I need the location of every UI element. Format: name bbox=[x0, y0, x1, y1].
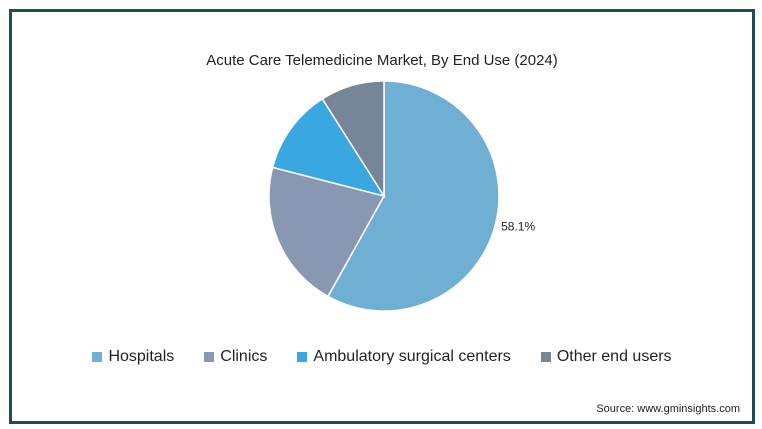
chart-frame: Acute Care Telemedicine Market, By End U… bbox=[9, 9, 755, 424]
legend-label: Other end users bbox=[556, 348, 672, 365]
pie-slice-ambulatory-surgical-centers bbox=[271, 97, 386, 198]
legend-swatch bbox=[297, 352, 308, 362]
pie-chart: 58.1% bbox=[268, 80, 535, 312]
legend-item-clinics: Clinics bbox=[204, 348, 267, 366]
pie-slice-hospitals bbox=[326, 80, 500, 312]
legend-swatch bbox=[540, 352, 551, 362]
chart-title: Acute Care Telemedicine Market, By End U… bbox=[206, 52, 558, 69]
data-label-hospitals: 58.1% bbox=[501, 219, 535, 233]
legend-label: Clinics bbox=[220, 348, 268, 365]
legend-swatch bbox=[204, 352, 215, 362]
pie-slice-other-end-users bbox=[321, 80, 385, 199]
legend-item-ambulatory-surgical-centers: Ambulatory surgical centers bbox=[297, 348, 511, 366]
pie-slice-clinics bbox=[268, 166, 386, 298]
legend-label: Hospitals bbox=[108, 348, 175, 365]
legend-item-hospitals: Hospitals bbox=[92, 348, 174, 366]
legend-label: Ambulatory surgical centers bbox=[313, 348, 511, 365]
chart-legend: Hospitals Clinics Ambulatory surgical cent… bbox=[12, 348, 752, 366]
legend-item-other-end-users: Other end users bbox=[540, 348, 672, 366]
legend-swatch bbox=[92, 352, 103, 362]
source-note: Source: www.gminsights.com bbox=[596, 403, 740, 415]
